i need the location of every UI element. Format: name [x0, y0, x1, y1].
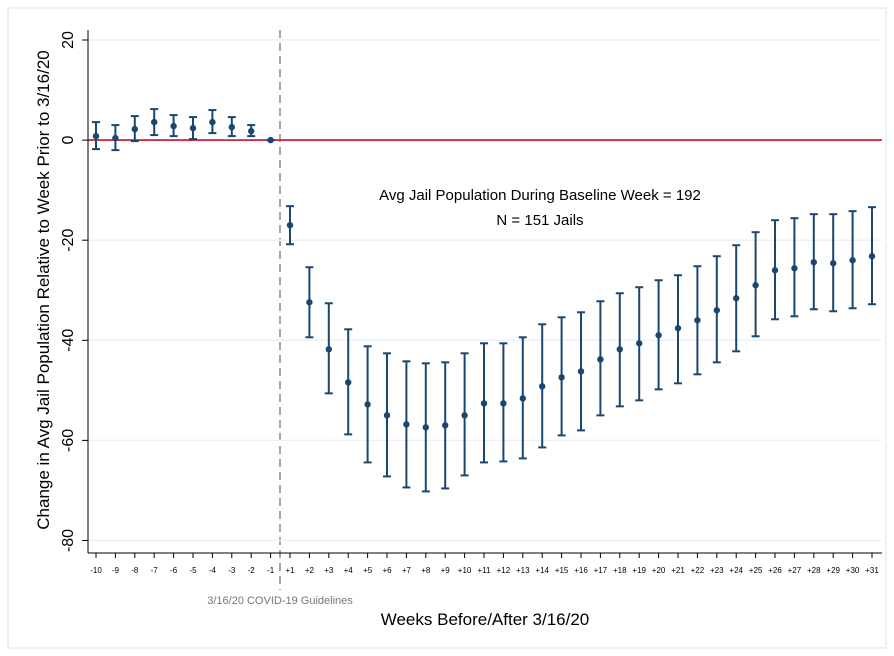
- x-tick-label: +11: [478, 566, 492, 575]
- point: [248, 127, 255, 135]
- point: [539, 383, 546, 390]
- point: [306, 299, 313, 306]
- point: [151, 118, 158, 126]
- point: [267, 136, 274, 144]
- point: [694, 317, 701, 324]
- x-tick-label: -5: [189, 566, 197, 575]
- x-tick-label: +8: [421, 566, 431, 575]
- x-tick-label: +10: [458, 566, 472, 575]
- x-tick-label: +12: [497, 566, 511, 575]
- x-tick-label: +24: [729, 566, 743, 575]
- x-tick-label: -2: [248, 566, 256, 575]
- point: [636, 340, 643, 347]
- x-tick-label: -6: [170, 566, 178, 575]
- point: [597, 356, 604, 363]
- point: [131, 125, 138, 133]
- x-tick-label: +29: [826, 566, 840, 575]
- point: [868, 253, 876, 260]
- x-tick-label: +22: [691, 566, 705, 575]
- x-tick-label: +2: [305, 566, 315, 575]
- x-tick-label: -3: [228, 566, 236, 575]
- x-tick-label: +17: [594, 566, 608, 575]
- x-tick-label: +15: [555, 566, 569, 575]
- point: [810, 259, 817, 266]
- x-tick-label: +5: [363, 566, 373, 575]
- point: [92, 132, 100, 140]
- annotation: Avg Jail Population During Baseline Week…: [379, 187, 701, 204]
- point: [403, 421, 410, 428]
- x-tick-label: +21: [671, 566, 685, 575]
- point: [830, 260, 837, 267]
- x-tick-label: +7: [402, 566, 412, 575]
- x-tick-label: -1: [267, 566, 275, 575]
- point: [461, 412, 468, 419]
- point: [442, 422, 449, 429]
- x-tick-label: -9: [112, 566, 120, 575]
- point: [189, 124, 197, 132]
- x-tick-label: -8: [131, 566, 139, 575]
- point: [752, 282, 759, 289]
- x-tick-label: +20: [652, 566, 666, 575]
- x-tick-label: +18: [613, 566, 627, 575]
- point: [616, 346, 623, 353]
- point: [422, 424, 429, 431]
- point: [713, 307, 720, 314]
- x-tick-label: +31: [865, 566, 879, 575]
- x-tick-label: -10: [90, 566, 102, 575]
- x-tick-label: +4: [344, 566, 354, 575]
- annotation: N = 151 Jails: [496, 212, 583, 229]
- x-tick-label: +6: [382, 566, 392, 575]
- x-tick-label: -4: [209, 566, 217, 575]
- x-tick-label: +26: [768, 566, 782, 575]
- x-tick-label: +23: [710, 566, 724, 575]
- event-label: 3/16/20 COVID-19 Guidelines: [207, 595, 353, 607]
- point: [655, 332, 662, 339]
- y-tick-label: 20: [60, 31, 77, 49]
- x-tick-label: +28: [807, 566, 821, 575]
- chart-frame: [7, 7, 887, 649]
- point: [209, 118, 216, 126]
- point: [577, 368, 585, 375]
- point: [383, 412, 391, 419]
- point: [519, 395, 526, 402]
- x-tick-label: +13: [516, 566, 530, 575]
- point: [480, 400, 488, 407]
- y-tick-label: -80: [60, 529, 77, 552]
- x-tick-label: +3: [324, 566, 334, 575]
- y-tick-label: -20: [60, 229, 77, 252]
- point: [771, 267, 779, 274]
- y-axis-label: Change in Avg Jail Population Relative t…: [34, 50, 53, 529]
- point: [733, 295, 740, 302]
- point: [345, 379, 352, 386]
- point: [849, 257, 856, 264]
- x-tick-label: +25: [749, 566, 763, 575]
- point: [228, 123, 235, 131]
- y-tick-label: -60: [60, 429, 77, 452]
- x-tick-label: +9: [441, 566, 451, 575]
- point: [112, 134, 119, 142]
- y-tick-label: -40: [60, 329, 77, 352]
- point: [170, 122, 177, 130]
- point: [500, 400, 507, 407]
- x-tick-label: +16: [574, 566, 588, 575]
- x-axis-label: Weeks Before/After 3/16/20: [381, 610, 590, 629]
- point: [791, 265, 798, 272]
- point: [286, 221, 294, 229]
- x-tick-label: +14: [535, 566, 549, 575]
- point: [674, 325, 682, 332]
- x-tick-label: +27: [788, 566, 802, 575]
- point: [364, 401, 371, 408]
- x-tick-label: +19: [632, 566, 646, 575]
- y-tick-label: 0: [60, 136, 77, 145]
- point: [558, 374, 565, 381]
- x-tick-label: +30: [846, 566, 860, 575]
- x-tick-label: -7: [151, 566, 159, 575]
- x-tick-label: +1: [285, 566, 295, 575]
- point: [325, 346, 332, 353]
